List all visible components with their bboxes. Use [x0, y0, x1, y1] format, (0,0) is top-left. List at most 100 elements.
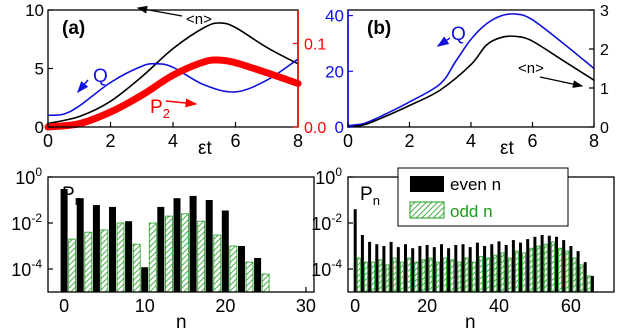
bar-even [205, 200, 213, 292]
y-tick-label: 10 [25, 1, 44, 20]
bar-odd [450, 259, 455, 293]
x-tick-label: 6 [527, 131, 537, 151]
bar-odd [407, 257, 412, 293]
bar-odd [164, 215, 173, 293]
bar-odd [551, 241, 555, 293]
bar-odd [100, 229, 109, 293]
panel-a-n-mean-arrow [136, 5, 183, 17]
panel-d-ylabel: Pn [360, 184, 380, 208]
panel-c-ylabel: Pn [62, 184, 82, 208]
bar-even [375, 244, 379, 292]
bar-even [368, 241, 372, 292]
y-tick-label: 0 [35, 118, 44, 137]
panel-c-xlabel: n [176, 312, 187, 332]
y-tick-label: 20 [325, 62, 344, 81]
y-tick-label: 100 [315, 165, 342, 188]
x-tick-label: 30 [296, 296, 316, 316]
bar-even [141, 267, 149, 292]
panel-a-right-ticks: 0.0 0.1 [293, 36, 326, 137]
panel-a-q-arrow [77, 79, 89, 94]
bar-even [389, 241, 393, 292]
bar-odd [392, 257, 397, 293]
bar-odd [132, 243, 141, 293]
bar-odd [364, 261, 368, 293]
bar-even [109, 206, 116, 292]
y-tick-label: 10-2 [311, 211, 342, 234]
bar-odd [543, 243, 548, 293]
bar-even [418, 246, 422, 292]
legend-label-odd: odd n [450, 202, 493, 221]
legend-label-even: even n [450, 175, 501, 194]
bar-odd [116, 222, 125, 293]
y-tick-label: 0 [335, 118, 344, 137]
bar-even [396, 247, 400, 292]
x-tick-label: 2 [105, 131, 115, 151]
bar-even [125, 221, 133, 292]
x-tick-label: 6 [230, 131, 240, 151]
panel-a-x-ticks: 0 2 4 6 8 [43, 122, 303, 151]
panel-b-x-ticks: 0 2 4 6 8 [343, 122, 599, 151]
panel-a-series [44, 22, 302, 131]
panel-b-left-ticks: 0 20 40 [325, 7, 353, 137]
y-tick-label: 10-2 [11, 211, 42, 234]
bar-odd [197, 220, 206, 293]
bar-odd [558, 247, 562, 293]
panel-c-x-ticks: 0 10 20 30 [59, 287, 316, 316]
bar-even [425, 245, 429, 292]
bar-even [490, 244, 494, 292]
panel-d-y-ticks: 100 10-2 10-4 [311, 165, 353, 280]
panel-d-bars [353, 209, 594, 293]
panel-a-label: (a) [62, 18, 85, 39]
bar-odd [385, 264, 390, 293]
legend-swatch-even [410, 176, 444, 192]
bar-odd [579, 264, 584, 293]
right-tick-label: 0.1 [304, 36, 326, 53]
bar-odd [213, 234, 222, 293]
x-tick-label: 20 [215, 296, 235, 316]
bar-odd [414, 261, 419, 293]
panel-b-line-n-mean [347, 35, 595, 128]
bar-odd [428, 257, 433, 293]
bar-odd [572, 257, 577, 293]
bar-odd [507, 257, 512, 293]
panel-a-xlabel: εt [198, 138, 212, 159]
bar-odd [68, 238, 77, 293]
bar-even [562, 240, 566, 292]
bar-even [555, 236, 558, 292]
bar-even [454, 245, 458, 292]
panel-a-p2-arrow [165, 98, 198, 108]
panel-d-legend: even n odd n [397, 167, 569, 227]
y-tick-label: 10-4 [11, 257, 42, 280]
bar-even [254, 258, 262, 292]
x-tick-label: 4 [168, 131, 178, 151]
x-tick-label: 8 [589, 131, 599, 151]
bar-even [497, 241, 501, 292]
bar-odd [84, 231, 93, 293]
panel-b-q-label: Q [451, 24, 466, 45]
x-tick-label: 0 [343, 131, 353, 151]
bar-odd [500, 252, 505, 293]
panel-c-y-ticks: 100 10-2 10-4 [11, 165, 53, 280]
panel-b-line-Q [347, 13, 595, 127]
panel-b-xlabel: εt [500, 138, 514, 159]
bar-odd [493, 254, 498, 293]
bar-odd [522, 252, 526, 293]
bar-even [526, 239, 530, 292]
bar-even [461, 244, 465, 292]
bar-odd [181, 213, 189, 293]
bar-odd [399, 261, 404, 293]
bar-odd [529, 247, 534, 293]
bar-even [173, 198, 181, 292]
bar-even [221, 210, 229, 292]
right-tick-label: 0.0 [304, 120, 326, 137]
panel-b-series [347, 13, 595, 128]
bar-even [440, 244, 443, 292]
panel-a-line-n-mean [47, 22, 299, 125]
x-tick-label: 20 [417, 296, 437, 316]
bar-even [353, 209, 357, 292]
bar-odd [457, 261, 462, 293]
bar-odd [586, 275, 591, 293]
bar-even [483, 246, 487, 292]
panel-a: 0 2 4 6 8 0 5 10 0.0 0.1 (a) εt <n> Q P2 [25, 1, 326, 159]
